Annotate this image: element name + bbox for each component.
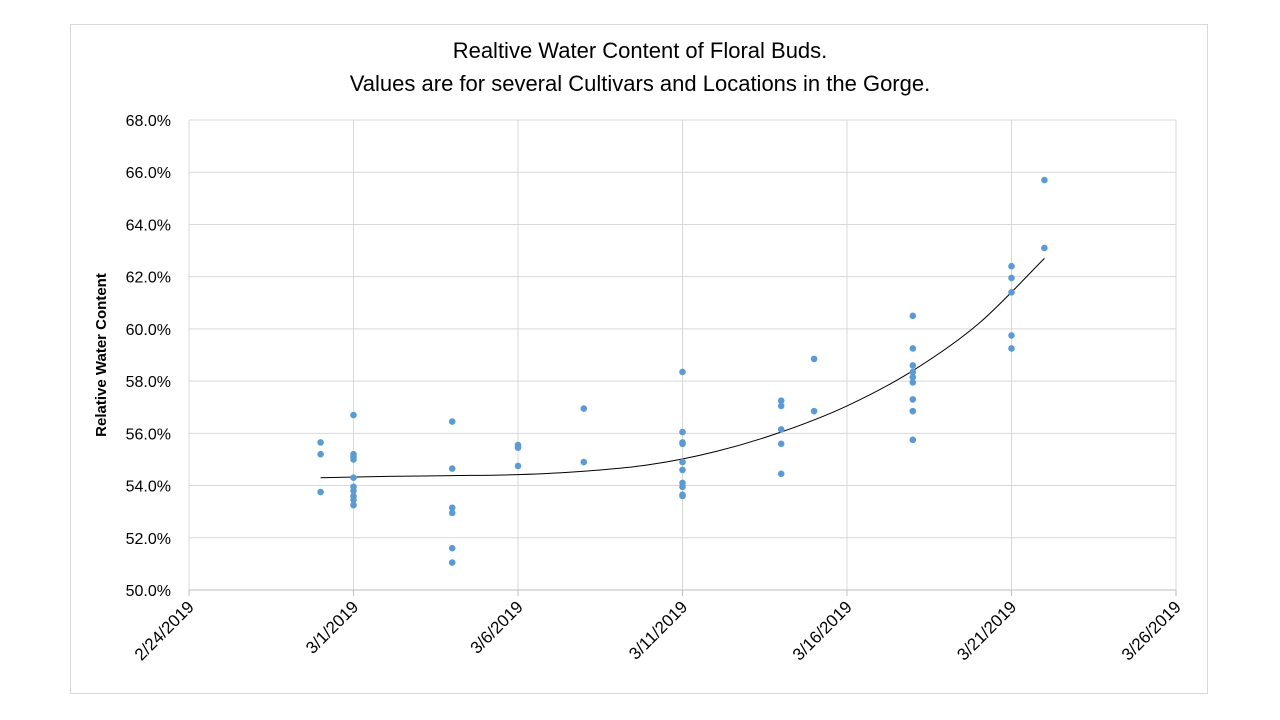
x-tick-label: 3/6/2019 xyxy=(467,597,527,657)
data-point xyxy=(679,458,686,466)
data-point xyxy=(909,362,917,369)
x-axis-tick-labels: 2/24/2019 3/1/2019 3/6/2019 3/11/2019 3/16/2… xyxy=(131,597,1185,664)
x-tick-label: 2/24/2019 xyxy=(131,597,198,664)
x-tick-label: 3/26/2019 xyxy=(1118,597,1185,664)
data-point xyxy=(777,397,785,404)
data-point xyxy=(909,436,917,444)
y-axis-tick-labels: 50.0% 52.0% 54.0% 56.0% 58.0% 60.0% 62.0% 64.0%… xyxy=(126,113,171,600)
data-point xyxy=(1041,176,1048,184)
data-point xyxy=(514,462,522,470)
data-point xyxy=(679,428,686,436)
data-point xyxy=(1041,244,1048,252)
trendline xyxy=(320,258,1045,479)
data-point xyxy=(679,368,686,376)
data-point xyxy=(909,373,917,381)
data-point xyxy=(1008,332,1015,339)
chart-title-line-1: Realtive Water Content of Floral Buds. xyxy=(453,38,828,63)
data-point xyxy=(777,440,785,448)
y-tick-label: 62.0% xyxy=(126,270,171,287)
data-point xyxy=(810,355,818,363)
data-point xyxy=(580,458,588,466)
data-point xyxy=(448,504,456,512)
data-point xyxy=(909,379,917,386)
data-point xyxy=(909,407,917,415)
data-point xyxy=(350,456,357,463)
data-point xyxy=(777,402,785,410)
data-point xyxy=(448,559,456,566)
x-tick-label: 3/16/2019 xyxy=(789,597,856,664)
data-point xyxy=(448,509,456,517)
data-point xyxy=(1008,289,1015,296)
data-point xyxy=(448,544,456,552)
data-point xyxy=(448,418,456,425)
data-point xyxy=(350,501,357,509)
y-tick-label: 60.0% xyxy=(126,322,171,339)
y-tick-label: 50.0% xyxy=(126,583,171,600)
data-point xyxy=(777,470,785,478)
data-point xyxy=(679,483,686,491)
data-point xyxy=(448,465,456,472)
chart-area xyxy=(70,24,1208,694)
data-point xyxy=(909,312,917,320)
y-tick-label: 58.0% xyxy=(126,374,171,391)
x-tick-label: 3/21/2019 xyxy=(953,597,1020,664)
y-tick-label: 64.0% xyxy=(126,217,171,234)
y-tick-label: 56.0% xyxy=(126,426,171,443)
data-point xyxy=(679,492,686,500)
data-point xyxy=(810,407,818,415)
chart-title: Realtive Water Content of Floral Buds. V… xyxy=(350,38,930,96)
data-points xyxy=(317,176,1048,566)
data-point xyxy=(1008,345,1015,352)
gridlines xyxy=(189,119,1177,590)
data-point xyxy=(679,466,686,474)
data-point xyxy=(679,440,686,448)
data-point xyxy=(350,487,357,495)
data-point xyxy=(514,444,522,451)
data-point xyxy=(317,450,324,458)
data-point xyxy=(317,488,324,496)
data-point xyxy=(350,496,357,504)
data-point xyxy=(350,411,357,419)
data-point xyxy=(777,426,785,433)
y-tick-label: 52.0% xyxy=(126,531,171,548)
data-point xyxy=(909,345,917,352)
y-axis-label: Relative Water Content xyxy=(93,273,110,437)
y-tick-label: 68.0% xyxy=(126,113,171,130)
data-point xyxy=(909,396,917,403)
data-point xyxy=(909,368,917,376)
y-tick-label: 66.0% xyxy=(126,165,171,182)
trendline-group xyxy=(320,258,1045,479)
x-tick-label: 3/1/2019 xyxy=(302,597,362,657)
data-point xyxy=(580,405,588,412)
axes xyxy=(188,120,1177,596)
x-tick-label: 3/11/2019 xyxy=(625,597,691,663)
data-point xyxy=(1008,274,1015,282)
data-point xyxy=(1008,262,1015,270)
data-point xyxy=(350,474,357,482)
y-tick-label: 54.0% xyxy=(126,479,171,496)
chart-title-line-2: Values are for several Cultivars and Loc… xyxy=(350,71,930,96)
data-point xyxy=(317,439,324,446)
